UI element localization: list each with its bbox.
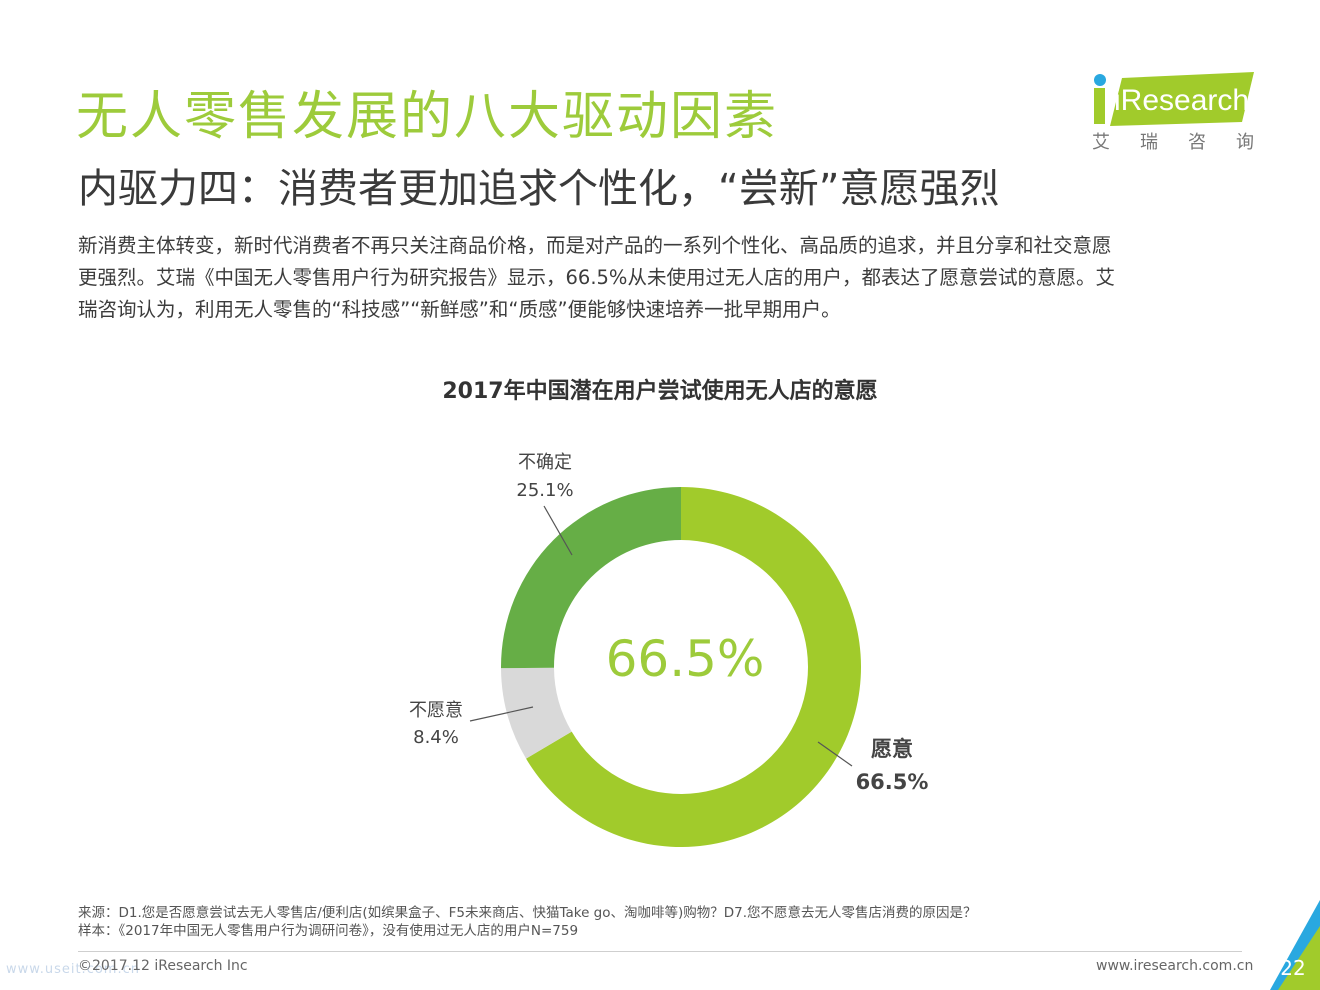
watermark: www.useit.com.cn: [6, 962, 140, 977]
donut-center-value: 66.5%: [605, 630, 765, 688]
donut-slices: [501, 487, 861, 847]
slice-value-no: 8.4%: [413, 727, 459, 748]
slice-value-unsure: 25.1%: [516, 480, 574, 501]
chart-title: 2017年中国潜在用户尝试使用无人店的意愿: [442, 379, 878, 404]
body-line: 瑞咨询认为，利用无人零售的“科技感”“新鲜感”和“质感”便能够快速培养一批早期用…: [78, 298, 841, 321]
slice-label-yes: 愿意: [871, 737, 913, 761]
slice-label-no: 不愿意: [409, 700, 463, 721]
leader-lines: [469, 505, 853, 767]
iresearch-logo: iResearch: [1094, 72, 1254, 126]
body-paragraph: 新消费主体转变，新时代消费者不再只关注商品价格，而是对产品的一系列个性化、高品质…: [78, 230, 1248, 326]
page-number: 22: [1280, 956, 1306, 980]
slice-value-yes: 66.5%: [855, 770, 929, 794]
slice-label-unsure: 不确定: [518, 452, 572, 473]
sample-note: 样本：《2017年中国无人零售用户行为调研问卷》，没有使用过无人店的用户N=75…: [78, 923, 579, 939]
page-title: 无人零售发展的八大驱动因素: [76, 87, 779, 147]
body-line: 更强烈。艾瑞《中国无人零售用户行为研究报告》显示，66.5%从未使用过无人店的用…: [78, 266, 1115, 289]
corner-decoration: [1270, 900, 1320, 990]
logo-brand-text: iResearch: [1114, 84, 1249, 117]
source-note: 来源：D1.您是否愿意尝试去无人零售店/便利店(如缤果盒子、F5未来商店、快猫T…: [78, 905, 977, 921]
copyright: ©2017.12 iResearch Inc: [78, 958, 248, 974]
footer-divider: [78, 951, 1242, 952]
leader-line-yes: [817, 741, 853, 767]
slice-yes: [526, 487, 861, 847]
website-link[interactable]: www.iresearch.com.cn: [1096, 958, 1254, 974]
body-line: 新消费主体转变，新时代消费者不再只关注商品价格，而是对产品的一系列个性化、高品质…: [78, 234, 1112, 257]
leader-line-no: [469, 706, 534, 722]
leader-line-unsure: [543, 505, 573, 556]
page-subtitle: 内驱力四：消费者更加追求个性化，“尝新”意愿强烈: [78, 166, 1000, 212]
logo-cn-text: 艾瑞咨询: [1092, 132, 1284, 153]
slice-unsure: [501, 487, 681, 669]
slice-no: [501, 667, 572, 759]
